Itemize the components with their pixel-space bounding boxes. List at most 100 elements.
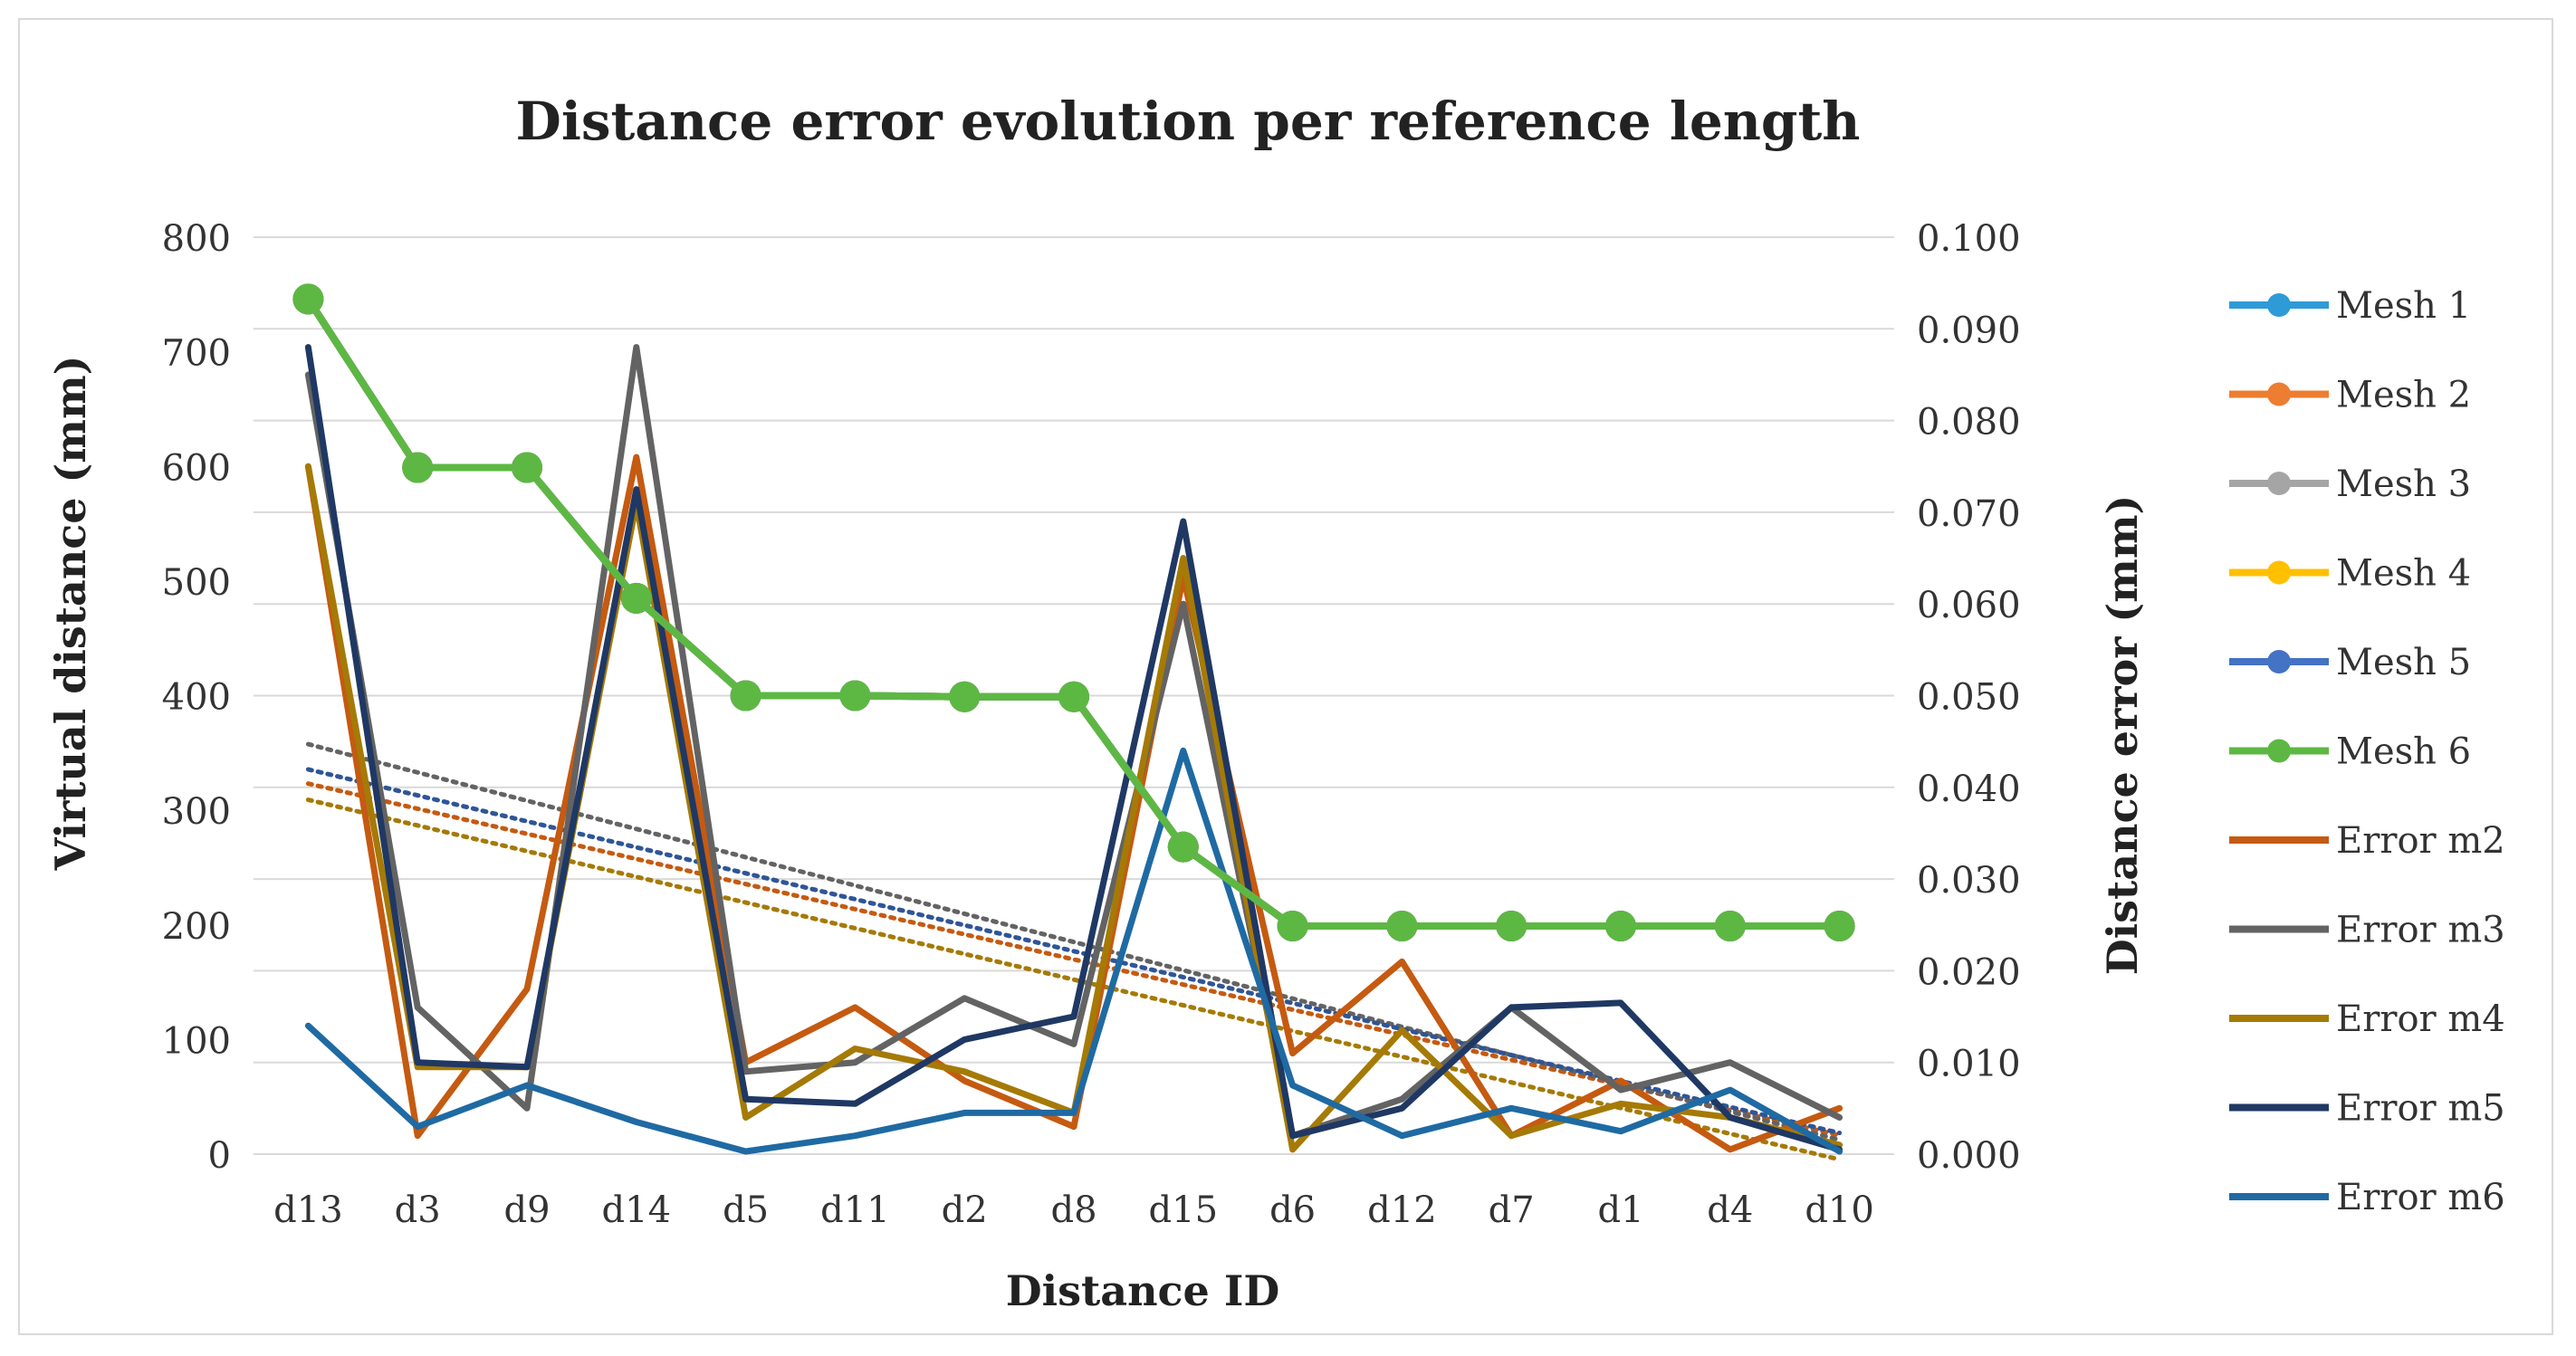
right-tick-label: 0.070	[1917, 493, 2021, 535]
x-tick-label: d1	[1597, 1189, 1643, 1231]
legend-marker	[2267, 739, 2291, 763]
legend-marker	[2267, 650, 2291, 673]
right-tick-label: 0.000	[1917, 1135, 2021, 1177]
legend-item: Error m2	[2229, 820, 2505, 862]
series-line-mesh-3	[304, 295, 1843, 930]
legend-item: Mesh 5	[2229, 642, 2471, 683]
data-point-mesh-6	[1824, 911, 1855, 942]
y-axis-right-label: Distance error (mm)	[2098, 495, 2147, 976]
series-line-error-m3	[304, 344, 1843, 1140]
right-tick-label: 0.030	[1917, 860, 2021, 902]
data-point-mesh-6	[402, 452, 434, 483]
data-point-mesh-6	[1386, 911, 1418, 942]
left-tick-label: 0	[208, 1135, 231, 1177]
data-point-mesh-6	[1496, 911, 1527, 942]
series-lines	[304, 295, 1843, 1155]
legend-item: Error m4	[2229, 998, 2505, 1040]
legend-label: Error m2	[2336, 820, 2505, 862]
legend-label: Error m5	[2336, 1088, 2505, 1130]
right-tick-label: 0.080	[1917, 402, 2021, 444]
right-tick-label: 0.020	[1917, 951, 2021, 993]
data-point-mesh-6	[949, 681, 981, 712]
x-tick-label: d11	[820, 1189, 890, 1231]
right-tick-label: 0.050	[1917, 677, 2021, 719]
right-tick-label: 0.100	[1917, 218, 2021, 260]
x-axis-label: Distance ID	[1006, 1266, 1279, 1315]
legend-item: Error m6	[2229, 1177, 2505, 1218]
legend-item: Mesh 4	[2229, 553, 2471, 595]
right-tick-label: 0.090	[1917, 310, 2021, 351]
legend-item: Mesh 3	[2229, 463, 2471, 505]
x-tick-label: d7	[1489, 1189, 1535, 1231]
legend-item: Mesh 1	[2229, 285, 2471, 327]
chart-title: Distance error evolution per reference l…	[516, 91, 1861, 152]
legend-label: Error m3	[2336, 910, 2505, 951]
right-tick-label: 0.010	[1917, 1044, 2021, 1085]
data-point-mesh-6	[1277, 911, 1308, 942]
x-tick-label: d6	[1269, 1189, 1316, 1231]
left-tick-label: 800	[162, 218, 231, 260]
legend-label: Mesh 1	[2336, 285, 2471, 327]
series-markers	[292, 283, 1855, 942]
legend-label: Mesh 4	[2336, 553, 2471, 595]
chart-svg: Distance error evolution per reference l…	[46, 91, 2505, 1315]
legend-label: Mesh 2	[2336, 375, 2471, 416]
x-tick-label: d2	[942, 1189, 988, 1231]
left-tick-label: 700	[162, 333, 231, 375]
data-point-mesh-6	[620, 582, 652, 614]
left-tick-label: 200	[162, 906, 231, 948]
chart-frame: Distance error evolution per reference l…	[18, 18, 2553, 1335]
series-line-mesh-4	[304, 295, 1843, 930]
y-axis-left-label: Virtual distance (mm)	[46, 356, 95, 872]
legend-label: Error m4	[2336, 998, 2505, 1040]
data-point-mesh-6	[512, 452, 542, 483]
data-point-mesh-6	[1605, 911, 1636, 942]
series-line-error-m6	[304, 747, 1843, 1155]
x-tick-label: d4	[1707, 1189, 1753, 1231]
x-tick-label: d3	[395, 1189, 441, 1231]
right-tick-label: 0.040	[1917, 769, 2021, 810]
x-tick-label: d10	[1805, 1189, 1874, 1231]
series-line-error-m2	[304, 454, 1843, 1153]
data-point-mesh-6	[1714, 911, 1746, 942]
legend-marker	[2267, 382, 2291, 406]
x-tick-label: d15	[1149, 1189, 1219, 1231]
data-point-mesh-6	[730, 680, 761, 711]
series-line-mesh-2	[304, 295, 1843, 930]
legend-marker	[2267, 560, 2291, 585]
right-axis-ticks: 0.000 0.010 0.020 0.030 0.040 0.050 0.060 0.070…	[1917, 218, 2021, 1177]
left-tick-label: 300	[162, 791, 231, 833]
x-tick-label: d5	[723, 1189, 769, 1231]
trendline-error-m5	[305, 767, 1843, 1136]
series-line-error-m5	[304, 344, 1843, 1153]
series-line-mesh-6	[304, 295, 1843, 930]
data-point-mesh-6	[1167, 831, 1199, 863]
series-line-mesh-1	[304, 295, 1843, 930]
x-tick-label: d8	[1050, 1189, 1096, 1231]
left-tick-label: 500	[162, 562, 231, 604]
legend-item: Error m5	[2229, 1088, 2505, 1130]
x-tick-label: d9	[503, 1189, 550, 1231]
legend-label: Mesh 6	[2336, 731, 2471, 773]
legend-label: Mesh 5	[2336, 642, 2471, 683]
series-line-mesh-5	[304, 295, 1843, 930]
data-point-mesh-6	[292, 283, 324, 315]
left-axis-ticks: 0 100 200 300 400 500 600 700 800	[162, 218, 231, 1177]
left-tick-label: 100	[162, 1020, 231, 1062]
x-tick-label: d13	[273, 1189, 343, 1231]
data-point-mesh-6	[839, 680, 871, 711]
legend-marker	[2267, 472, 2291, 495]
right-tick-label: 0.060	[1917, 585, 2021, 626]
left-tick-label: 600	[162, 447, 231, 489]
x-axis-ticks: d13 d3 d9 d14 d5 d11 d2 d8 d15 d6 d12 d7 d1 d4 d10	[273, 1189, 1874, 1231]
data-point-mesh-6	[1058, 681, 1089, 712]
legend: Mesh 1 Mesh 2 Mesh 3 Mesh 4 Mesh 5 Mesh 6 Erro…	[2229, 285, 2505, 1218]
left-tick-label: 400	[162, 677, 231, 719]
legend-marker	[2267, 293, 2291, 317]
legend-item: Error m3	[2229, 910, 2505, 951]
legend-item: Mesh 2	[2229, 375, 2471, 416]
x-tick-label: d14	[602, 1189, 672, 1231]
legend-item: Mesh 6	[2229, 731, 2471, 773]
x-tick-label: d12	[1367, 1189, 1437, 1231]
legend-label: Mesh 3	[2336, 463, 2471, 505]
